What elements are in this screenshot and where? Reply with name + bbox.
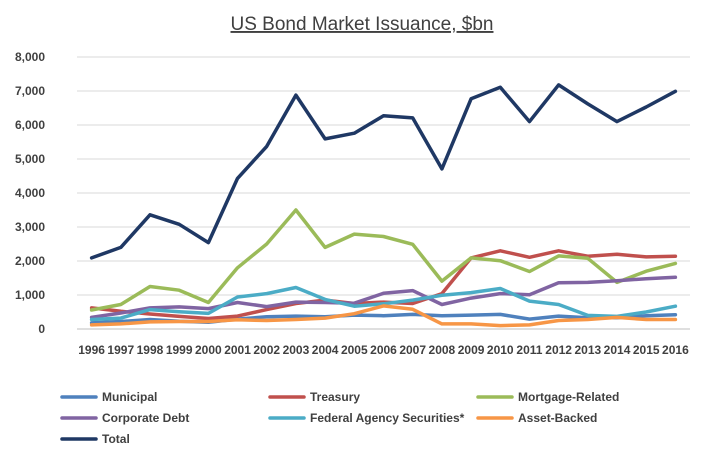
x-tick-label: 2016 [662,343,689,357]
legend-label: Mortgage-Related [518,390,619,404]
legend-item: Municipal [60,390,157,404]
y-axis-ticks: 0 1,000 2,000 3,000 4,000 5,000 6,000 7,000 8,00… [15,50,45,336]
legend-item: Corporate Debt [60,411,189,425]
x-tick-label: 2008 [429,343,456,357]
y-tick-label: 8,000 [15,50,45,64]
chart-title: US Bond Market Issuance, $bn [231,14,494,35]
series-line-asset-backed [89,304,678,328]
legend-item: Mortgage-Related [476,390,619,404]
x-tick-label: 2009 [458,343,485,357]
x-tick-label: 1999 [166,343,193,357]
x-tick-label: 2012 [545,343,572,357]
series-line-mortgage-related [89,208,678,312]
x-tick-label: 2005 [341,343,368,357]
x-tick-label: 1998 [137,343,164,357]
x-tick-label: 2013 [574,343,601,357]
legend-item: Asset-Backed [476,411,597,425]
series-line-total [89,83,678,260]
series-line-federal-agency-securities [89,285,678,322]
x-tick-label: 2006 [370,343,397,357]
series-lines [89,83,678,328]
x-tick-label: 2011 [516,343,542,357]
x-tick-label: 2010 [487,343,514,357]
legend-label: Asset-Backed [518,411,597,425]
y-tick-label: 5,000 [15,152,45,166]
x-axis-ticks: 1996 1997 1998 1999 2000 2001 2002 2003 2004 2005… [78,343,689,357]
x-tick-label: 2003 [283,343,310,357]
legend-label: Treasury [310,390,360,404]
legend-label: Federal Agency Securities* [310,411,465,425]
legend: Municipal Treasury Mortgage-Related Corpora… [60,390,619,446]
x-tick-label: 2014 [604,343,631,357]
y-tick-label: 0 [38,322,45,336]
x-tick-label: 2015 [633,343,660,357]
y-tick-label: 6,000 [15,118,45,132]
legend-item: Total [60,432,130,446]
y-tick-label: 2,000 [15,254,45,268]
x-tick-label: 2001 [224,343,251,357]
x-tick-label: 2000 [195,343,222,357]
x-tick-label: 2007 [399,343,426,357]
x-tick-label: 1996 [78,343,105,357]
legend-label: Municipal [102,390,157,404]
x-tick-label: 1997 [107,343,134,357]
x-tick-label: 2004 [312,343,339,357]
x-tick-label: 2002 [253,343,280,357]
legend-label: Corporate Debt [102,411,189,425]
series-line-corporate-debt [89,275,678,320]
y-tick-label: 7,000 [15,84,45,98]
y-tick-label: 1,000 [15,288,45,302]
legend-label: Total [102,432,130,446]
gridlines [77,56,690,330]
legend-item: Treasury [268,390,360,404]
y-tick-label: 3,000 [15,220,45,234]
legend-item: Federal Agency Securities* [268,411,465,425]
y-tick-label: 4,000 [15,186,45,200]
